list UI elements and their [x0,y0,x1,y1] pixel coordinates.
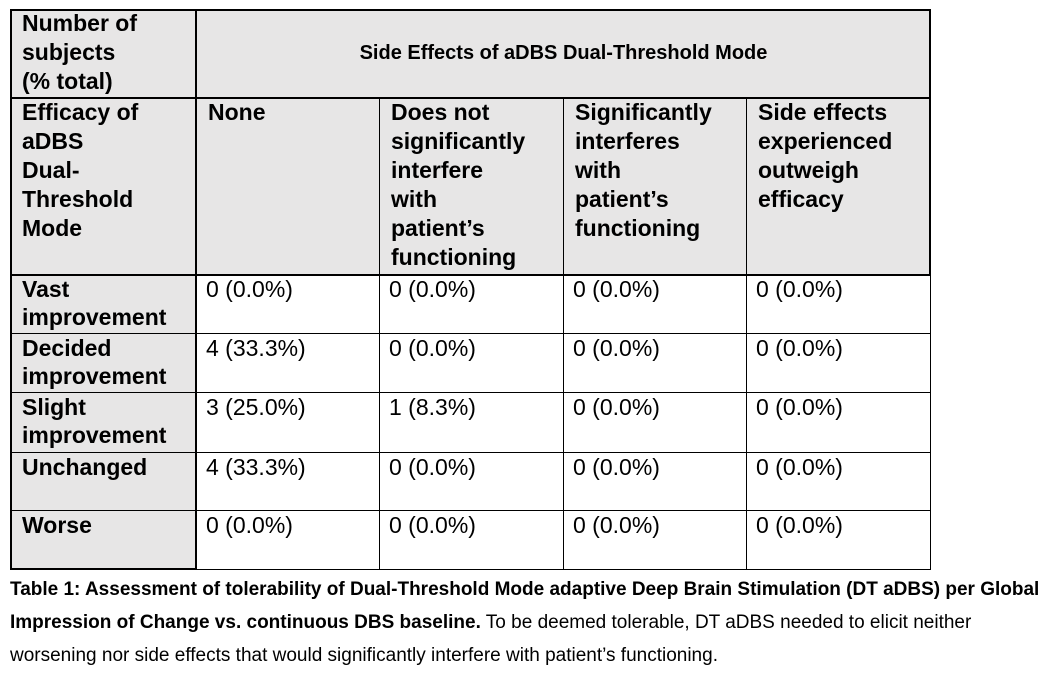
table-cell: 0 (0.0%) [746,511,931,570]
column-header-does-not-interfere: Does not significantly interfere with pa… [379,98,563,275]
table-cell: 0 (0.0%) [563,511,746,570]
table-cell: 0 (0.0%) [563,334,746,393]
grid-line [10,510,931,511]
grid-line [10,392,931,393]
table-cell: 0 (0.0%) [563,275,746,334]
corner-header-bottom: Efficacy of aDBS Dual- Threshold Mode [10,98,196,275]
column-header-outweigh-efficacy: Side effects experienced outweigh effica… [746,98,931,275]
grid-line [930,275,931,570]
grid-line [929,9,931,276]
row-label-vast-improvement: Vast improvement [10,275,196,334]
table-cell: 0 (0.0%) [563,453,746,511]
table-cell: 0 (0.0%) [379,334,563,393]
table-cell: 4 (33.3%) [196,334,379,393]
grid-line [10,9,931,11]
column-header-none: None [196,98,379,275]
table-cell: 3 (25.0%) [196,393,379,453]
row-label-decided-improvement: Decided improvement [10,334,196,393]
grid-line [195,9,197,570]
grid-line [379,98,380,570]
table-cell: 4 (33.3%) [196,453,379,511]
table-cell: 1 (8.3%) [379,393,563,453]
table-cell: 0 (0.0%) [379,511,563,570]
grid-line [746,98,747,570]
table-cell: 0 (0.0%) [196,275,379,334]
table-cell: 0 (0.0%) [196,511,379,570]
table-caption: Table 1: Assessment of tolerability of D… [10,573,1060,672]
row-label-slight-improvement: Slight improvement [10,393,196,453]
side-effects-group-header: Side Effects of aDBS Dual-Threshold Mode [196,9,931,98]
grid-line [563,98,564,570]
caption-text: To be deemed tolerable, DT aDBS needed t… [10,612,972,666]
row-label-unchanged: Unchanged [10,453,196,511]
table-cell: 0 (0.0%) [379,275,563,334]
grid-line [10,333,931,334]
caption-title: Table 1: Assessment of tolerability of D… [10,579,1040,633]
table-cell: 0 (0.0%) [746,275,931,334]
row-label-worse: Worse [10,511,196,570]
table-cell: 0 (0.0%) [746,453,931,511]
grid-line [10,452,931,453]
grid-line [10,9,12,570]
table-cell: 0 (0.0%) [563,393,746,453]
grid-line [10,97,931,99]
tolerability-table: Number of subjects (% total) Side Effect… [10,9,931,570]
table-cell: 0 (0.0%) [746,334,931,393]
column-header-significantly-interferes: Significantly interferes with patient’s … [563,98,746,275]
table-cell: 0 (0.0%) [379,453,563,511]
corner-header-top: Number of subjects (% total) [10,9,196,98]
grid-line [10,568,196,570]
grid-line [10,274,931,276]
table-cell: 0 (0.0%) [746,393,931,453]
